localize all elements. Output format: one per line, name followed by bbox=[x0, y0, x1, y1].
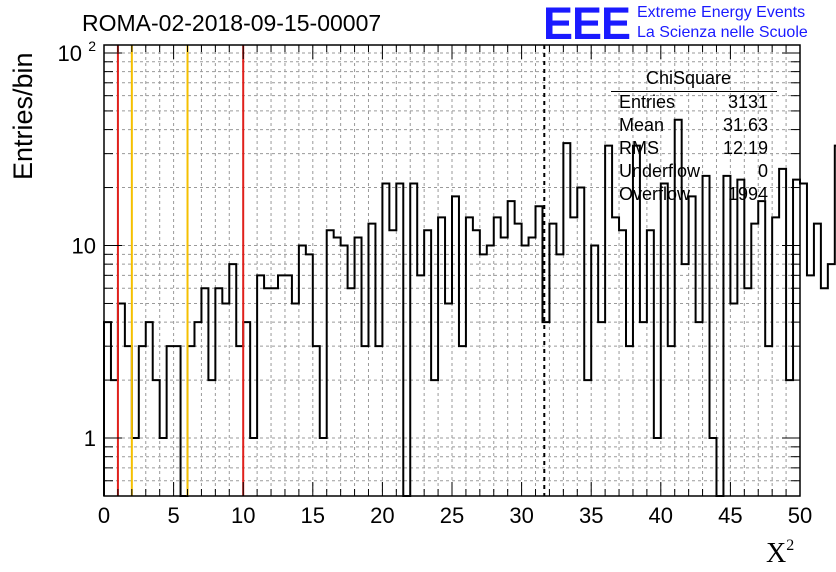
stats-box-title: ChiSquare bbox=[646, 68, 732, 88]
histogram-outline bbox=[103, 118, 836, 497]
stat-value-underflow: 0 bbox=[757, 161, 768, 181]
x-tick-label: 30 bbox=[509, 503, 533, 528]
x-tick-label: 10 bbox=[231, 503, 255, 528]
stat-value-entries: 3131 bbox=[727, 92, 768, 112]
x-tick-label: 25 bbox=[440, 503, 464, 528]
y-axis-label: Entries/bin bbox=[8, 52, 38, 180]
stat-name-mean: Mean bbox=[619, 115, 665, 135]
x-tick-label: 35 bbox=[579, 503, 603, 528]
stat-name-underflow: Underflow bbox=[619, 161, 701, 181]
y-tick-label: 10 bbox=[58, 41, 82, 66]
x-ticks bbox=[103, 45, 801, 496]
stat-value-rms: 12.19 bbox=[722, 138, 768, 158]
x-tick-label: 20 bbox=[370, 503, 394, 528]
x-axis-label: X2 bbox=[766, 537, 794, 570]
stat-name-rms: RMS bbox=[619, 138, 659, 158]
logo-line-2: La Scienza nelle Scuole bbox=[637, 24, 808, 41]
x-tick-label: 50 bbox=[788, 503, 812, 528]
y-ticks bbox=[104, 52, 800, 497]
y-tick-label: 1 bbox=[84, 426, 96, 451]
stat-value-mean: 31.63 bbox=[722, 115, 768, 135]
stats-box-rule bbox=[611, 91, 777, 92]
x-tick-label: 45 bbox=[718, 503, 742, 528]
grid bbox=[104, 45, 800, 496]
x-axis-label-sup: 2 bbox=[786, 537, 795, 554]
x-tick-label: 0 bbox=[98, 503, 110, 528]
x-tick-label: 40 bbox=[649, 503, 673, 528]
stat-name-overflow: Overflow bbox=[619, 184, 691, 204]
stat-value-overflow: 1994 bbox=[727, 184, 768, 204]
chart-title: ROMA-02-2018-09-15-00007 bbox=[82, 10, 382, 36]
logo-line-1: Extreme Energy Events bbox=[637, 4, 806, 21]
eee-logo: EEE bbox=[543, 0, 631, 49]
x-tick-label: 5 bbox=[167, 503, 179, 528]
y-tick-label-sup: 2 bbox=[88, 38, 96, 54]
x-tick-label: 15 bbox=[301, 503, 325, 528]
x-axis-label-base: X bbox=[766, 538, 787, 569]
stat-name-entries: Entries bbox=[619, 92, 676, 112]
y-tick-label: 10 bbox=[72, 234, 96, 259]
